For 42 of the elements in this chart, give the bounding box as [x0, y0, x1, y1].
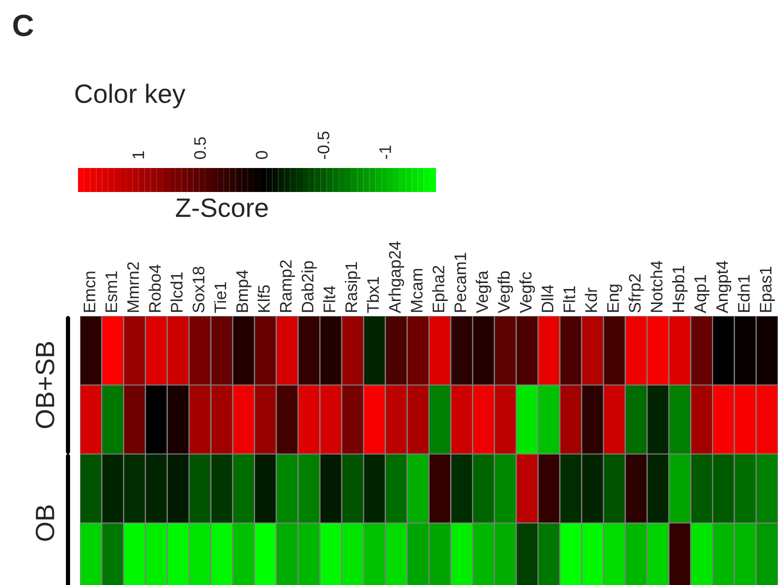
x-tick-label: Bmp4	[236, 270, 252, 312]
x-tick-label: Aqp1	[694, 275, 710, 314]
x-tick-label: Vegfa	[476, 270, 492, 314]
color-bar-label: -1	[379, 146, 391, 159]
x-tick-label: Sox18	[192, 266, 204, 312]
x-tick-label: Vegfb	[498, 271, 514, 314]
color-bar-label: -0.5	[318, 132, 330, 159]
x-tick-label: Ramp2	[280, 260, 295, 312]
x-tick-label: Epas1	[760, 266, 775, 312]
x-tick-label: Sfrp2	[628, 274, 644, 312]
x-tick-label: Plcd1	[170, 272, 183, 312]
legend-title: Color key	[75, 84, 186, 108]
x-tick-label: Dab2ip	[301, 261, 317, 312]
x-tick-label: Tbx1	[366, 276, 379, 313]
x-tick-label: Epha2	[432, 266, 448, 312]
x-tick-label: Esm1	[106, 271, 118, 312]
color-bar-title: Z-Score	[176, 198, 268, 218]
x-tick-label: Mmrn2	[127, 262, 139, 312]
x-tick-label: Tie1	[214, 282, 226, 313]
chart-title: C	[13, 14, 34, 36]
text: OB	[36, 505, 54, 541]
x-tick-label: Mcam	[410, 268, 423, 312]
x-tick-label: Robo4	[148, 264, 161, 312]
x-tick-label: Hspb1	[672, 266, 688, 312]
x-tick-label: Eng	[607, 284, 622, 312]
x-tick-label: Edn1	[738, 275, 750, 312]
x-tick-label: Arhgap24	[388, 241, 404, 314]
x-tick-label: Kdr	[584, 288, 598, 312]
text: OB+SB	[36, 342, 54, 428]
color-bar-label: 0	[256, 151, 268, 160]
x-tick-label: Klf5	[258, 285, 270, 312]
x-tick-label: Notch4	[650, 260, 663, 312]
color-bar-label: 1	[132, 151, 144, 158]
x-tick-label: Dll4	[541, 285, 554, 312]
x-tick-label: Emcn	[84, 272, 96, 312]
x-tick-label: Flt1	[563, 286, 576, 312]
x-tick-label: Pecam1	[454, 252, 466, 312]
x-tick-label: Rasip1	[344, 262, 360, 312]
x-tick-label: Vegfc	[519, 272, 535, 314]
x-tick-label: Flt4	[323, 286, 336, 312]
color-bar-label: 0.5	[194, 137, 206, 160]
x-tick-label: Angpt4	[716, 260, 732, 314]
